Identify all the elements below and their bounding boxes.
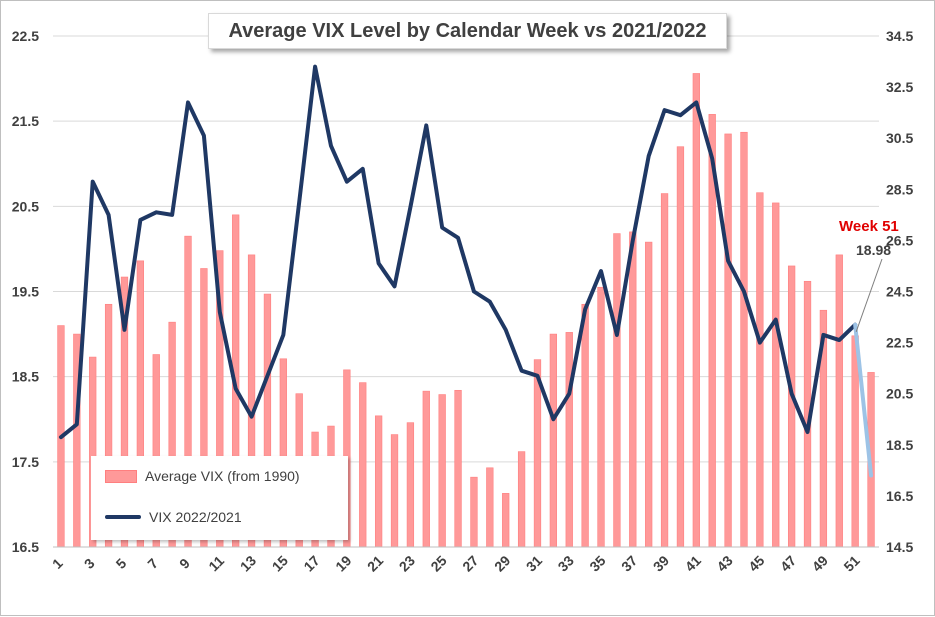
x-tick-label: 21 xyxy=(364,552,386,574)
bar-week-26 xyxy=(454,389,462,548)
x-tick-label: 37 xyxy=(618,552,640,574)
y-left-tick-label: 22.5 xyxy=(12,28,39,44)
y-right-tick-label: 20.5 xyxy=(886,386,913,402)
bar-week-40 xyxy=(676,146,685,548)
y-left-tick-label: 20.5 xyxy=(12,198,39,214)
legend-item-average-vix: Average VIX (from 1990) xyxy=(105,468,300,484)
bar-week-50 xyxy=(835,254,843,548)
y-right-tick-label: 14.5 xyxy=(886,539,913,555)
bar-week-21 xyxy=(374,415,383,548)
bar-week-22 xyxy=(390,434,399,548)
legend-line-swatch xyxy=(105,515,141,519)
y-right-tick-label: 28.5 xyxy=(886,181,913,197)
y-right-tick-label: 34.5 xyxy=(886,28,913,44)
bar-week-20 xyxy=(359,382,367,548)
annotation-week-label: Week 51 xyxy=(839,218,899,235)
x-tick-label: 31 xyxy=(523,552,545,574)
x-tick-label: 13 xyxy=(237,552,259,574)
y-right-tick-label: 22.5 xyxy=(886,335,913,351)
bar-week-32 xyxy=(549,333,558,548)
legend-label-average-vix: Average VIX (from 1990) xyxy=(145,468,300,484)
x-tick-label: 5 xyxy=(113,555,130,572)
x-tick-label: 25 xyxy=(427,552,449,574)
x-tick-label: 41 xyxy=(682,552,704,574)
x-tick-label: 39 xyxy=(650,552,672,574)
y-right-tick-label: 30.5 xyxy=(886,130,913,146)
bar-week-27 xyxy=(470,476,478,548)
x-tick-label: 19 xyxy=(332,552,354,574)
y-left-tick-label: 21.5 xyxy=(12,113,39,129)
x-tick-label: 1 xyxy=(49,555,66,572)
chart-title: Average VIX Level by Calendar Week vs 20… xyxy=(208,13,727,49)
x-tick-label: 11 xyxy=(205,552,227,574)
bar-week-38 xyxy=(645,241,653,548)
bar-week-39 xyxy=(660,193,669,548)
bar-week-23 xyxy=(406,422,415,548)
annotation-leader-line xyxy=(855,258,883,332)
bar-week-34 xyxy=(581,303,589,548)
bar-week-41 xyxy=(692,73,700,548)
y-left-tick-label: 19.5 xyxy=(12,284,39,300)
y-left-tick-label: 18.5 xyxy=(12,369,39,385)
legend-item-vix-2022-2021: VIX 2022/2021 xyxy=(105,509,242,525)
bar-week-47 xyxy=(787,265,796,548)
x-tick-label: 23 xyxy=(396,552,418,574)
y-left-tick-label: 17.5 xyxy=(12,454,39,470)
x-tick-label: 49 xyxy=(809,552,831,574)
bar-week-43 xyxy=(724,133,732,548)
bar-week-45 xyxy=(756,192,764,548)
x-tick-label: 35 xyxy=(586,552,608,574)
bar-week-35 xyxy=(597,286,605,548)
x-tick-label: 43 xyxy=(713,552,735,574)
x-tick-label: 3 xyxy=(81,555,98,572)
line-series-last-segment xyxy=(853,322,874,478)
x-tick-label: 45 xyxy=(745,552,767,574)
bar-week-30 xyxy=(517,451,526,548)
y-right-tick-label: 32.5 xyxy=(886,79,913,95)
annotation-value-label: 18.98 xyxy=(856,242,892,258)
bar-week-46 xyxy=(772,202,780,548)
bar-week-33 xyxy=(565,332,573,548)
x-tick-label: 7 xyxy=(144,555,161,572)
bar-week-28 xyxy=(486,467,494,548)
bar-week-29 xyxy=(502,493,510,548)
x-tick-label: 29 xyxy=(491,552,513,574)
y-right-tick-label: 26.5 xyxy=(886,232,913,248)
bar-week-44 xyxy=(740,131,748,548)
bar-week-25 xyxy=(438,394,446,548)
chart-legend: Average VIX (from 1990) VIX 2022/2021 xyxy=(91,456,348,540)
x-tick-label: 9 xyxy=(176,555,193,572)
x-tick-label: 27 xyxy=(459,552,481,574)
bar-week-36 xyxy=(613,233,621,548)
legend-bar-swatch xyxy=(105,469,137,483)
bar-week-37 xyxy=(629,231,637,548)
bar-week-51 xyxy=(851,335,859,548)
x-tick-label: 47 xyxy=(777,552,799,574)
x-tick-label: 51 xyxy=(840,552,862,574)
x-tick-label: 15 xyxy=(269,552,291,574)
x-tick-label: 17 xyxy=(300,552,322,574)
line-series-vix-2022-2021 xyxy=(58,64,858,440)
y-left-tick-label: 16.5 xyxy=(12,539,39,555)
x-tick-label: 33 xyxy=(555,552,577,574)
legend-label-vix-2022-2021: VIX 2022/2021 xyxy=(149,509,242,525)
y-right-tick-label: 24.5 xyxy=(886,284,913,300)
y-right-tick-label: 18.5 xyxy=(886,437,913,453)
y-right-tick-label: 16.5 xyxy=(886,488,913,504)
bar-week-24 xyxy=(422,390,430,548)
